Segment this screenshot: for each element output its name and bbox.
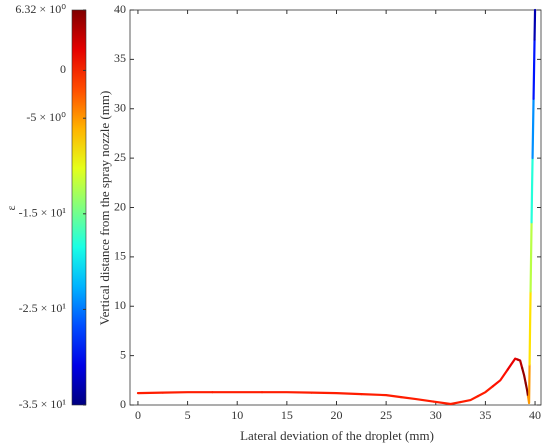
y-tick-label: 35 — [114, 51, 126, 65]
line-segment — [526, 363, 531, 405]
x-tick-label: 0 — [135, 408, 141, 422]
colorbar-tick-label: -5 × 10⁰ — [26, 110, 66, 124]
x-axis-label: Lateral deviation of the droplet (mm) — [240, 428, 434, 443]
colorbar-tick-label: -1.5 × 10¹ — [19, 206, 67, 220]
line-segment — [459, 395, 480, 404]
x-tick-label: 10 — [231, 408, 243, 422]
y-tick-label: 20 — [114, 199, 126, 213]
x-tick-label: 25 — [380, 408, 392, 422]
x-tick-label: 30 — [430, 408, 442, 422]
line-segment — [529, 221, 533, 293]
line-segment — [476, 385, 494, 398]
x-tick-label: 15 — [281, 408, 293, 422]
y-tick-label: 0 — [120, 397, 126, 411]
colorbar-tick-label: -3.5 × 10¹ — [19, 397, 67, 411]
line-segment — [399, 396, 435, 403]
y-tick-label: 40 — [114, 2, 126, 16]
y-tick-label: 5 — [120, 347, 126, 361]
x-tick-label: 5 — [185, 408, 191, 422]
x-tick-label: 35 — [479, 408, 491, 422]
line-segment — [516, 358, 524, 370]
line-segment — [530, 157, 534, 224]
plot-area — [129, 9, 542, 406]
line-segment — [521, 366, 527, 384]
line-segment — [432, 400, 462, 406]
x-tick-label: 20 — [330, 408, 342, 422]
line-segment — [524, 381, 530, 398]
colorbar-label: ε — [4, 205, 18, 210]
colorbar-tick-label: -2.5 × 10¹ — [19, 301, 67, 315]
y-tick-label: 10 — [114, 298, 126, 312]
line-segment — [491, 368, 509, 388]
line-segment — [506, 357, 519, 371]
colorbar-tick-label: 0 — [60, 62, 66, 76]
colorbar — [71, 9, 87, 406]
line-segment — [528, 290, 532, 366]
x-tick-label: 40 — [529, 408, 541, 422]
line-segment — [531, 97, 535, 160]
y-tick-label: 25 — [114, 150, 126, 164]
line-segment — [532, 38, 536, 100]
line-segment — [360, 393, 403, 399]
colorbar-tick-label: 6.32 × 10⁰ — [15, 2, 66, 16]
line-segment — [310, 391, 363, 396]
y-tick-label: 15 — [114, 249, 126, 263]
y-tick-label: 30 — [114, 101, 126, 115]
y-axis-label: Vertical distance from the spray nozzle … — [97, 91, 112, 326]
